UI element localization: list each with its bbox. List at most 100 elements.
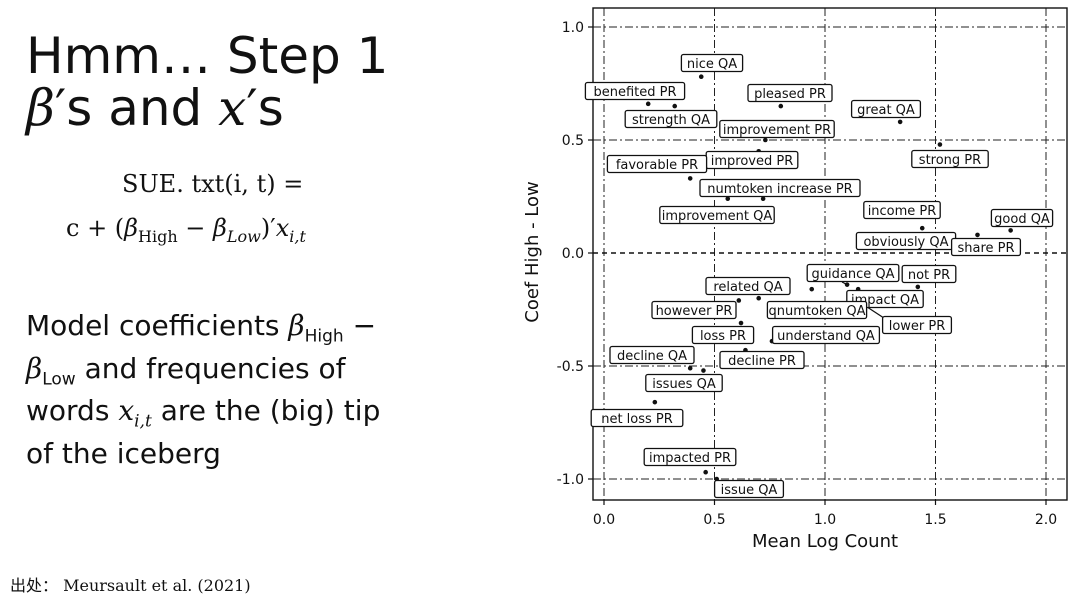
point-label-box <box>713 479 785 499</box>
data-point <box>703 469 708 475</box>
point-label: benefited PR <box>584 81 686 101</box>
chart-labels: nice QA benefited PR strength QA pleased PR… <box>584 53 1054 499</box>
point-label: impacted PR <box>643 447 737 467</box>
desc-beta-low: β <box>26 351 43 385</box>
point-label: favorable PR <box>606 154 708 174</box>
point-label-text: decline QA <box>617 349 687 364</box>
point-label-text: qnumtoken QA <box>768 304 865 319</box>
point-label: income PR <box>863 200 941 220</box>
point-label-box <box>766 300 868 320</box>
data-point <box>687 365 693 371</box>
point-label: not PR <box>901 264 957 284</box>
formula-x: x <box>275 214 290 242</box>
data-point <box>701 368 706 373</box>
point-label-box <box>584 81 686 101</box>
point-label-box <box>990 208 1054 228</box>
point-label-box <box>643 447 737 467</box>
point-label-text: numtoken increase PR <box>707 182 852 197</box>
point-label-box <box>901 264 957 284</box>
point-label-box <box>699 178 861 198</box>
point-label: nice QA <box>680 53 744 73</box>
point-label-box <box>680 53 744 73</box>
point-label-text: understand QA <box>777 329 875 344</box>
point-label: share PR <box>950 237 1022 257</box>
point-label-box <box>590 408 684 428</box>
desc-minus: − <box>343 309 377 342</box>
point-label-box <box>659 205 775 225</box>
point-label-box <box>691 325 755 345</box>
point-label-text: strength QA <box>632 113 710 128</box>
x-tick-label: 2.0 <box>1035 512 1057 528</box>
data-point <box>698 74 704 80</box>
formula-sub-high: High <box>138 226 178 246</box>
point-label-box <box>771 325 881 345</box>
desc-b: and frequencies of words <box>26 351 346 428</box>
point-label-text: improvement QA <box>662 209 773 224</box>
data-point <box>809 286 815 292</box>
point-label-text: guidance QA <box>812 267 895 282</box>
point-label-text: favorable PR <box>616 158 698 173</box>
point-label-text: share PR <box>957 241 1014 256</box>
point-label-box <box>950 237 1022 257</box>
formula-sub-low: Low <box>226 226 261 246</box>
point-label-text: impacted PR <box>649 451 731 466</box>
point-label-text: not PR <box>908 268 950 283</box>
point-label: numtoken increase PR <box>699 178 861 198</box>
slide-title: Hmm… Step 1 β′s and x′s <box>26 30 388 134</box>
point-label: improvement PR <box>719 119 835 139</box>
point-label: loss PR <box>691 325 755 345</box>
point-label-text: impact QA <box>851 293 919 308</box>
point-label: strong PR <box>911 149 989 169</box>
point-label-box <box>705 276 791 296</box>
y-tick-label: 0.0 <box>562 246 584 262</box>
point-label: understand QA <box>771 325 881 345</box>
x-tick-label: 0.5 <box>703 512 725 528</box>
formula-beta-high: β <box>124 214 139 242</box>
x-tick-label: 0.0 <box>593 512 615 528</box>
point-label: decline QA <box>609 345 695 365</box>
point-label: lower PR <box>881 315 953 335</box>
point-label-box <box>881 315 953 335</box>
plot-frame <box>592 7 1068 501</box>
y-tick-label: 0.5 <box>562 133 584 149</box>
point-label-text: issues QA <box>652 377 716 392</box>
point-label: strength QA <box>624 109 718 129</box>
point-label-text: related QA <box>713 280 782 295</box>
point-label-box <box>651 300 737 320</box>
title-mid: ′s and <box>54 79 219 137</box>
x-axis-label: Mean Log Count <box>752 531 898 552</box>
point-label-box <box>719 119 835 139</box>
title-end: ′s <box>246 79 284 137</box>
point-label: however PR <box>651 300 737 320</box>
point-label-box <box>606 154 708 174</box>
point-label-text: however PR <box>656 304 733 319</box>
data-point <box>763 137 768 143</box>
data-point <box>897 119 903 125</box>
formula-line1: SUE. txt(i, t) = <box>122 170 304 198</box>
formula-beta-low: β <box>213 214 227 242</box>
point-label: net loss PR <box>590 408 684 428</box>
point-label-text: improvement PR <box>723 123 831 138</box>
data-point <box>915 284 921 290</box>
point-label-box <box>609 345 695 365</box>
data-point <box>937 142 943 147</box>
point-label-text: benefited PR <box>593 85 676 100</box>
desc-sub-high: High <box>304 326 344 347</box>
slide-description: Model coefficients βHigh − βLow and freq… <box>26 310 416 469</box>
point-label-text: income PR <box>868 204 937 219</box>
point-label: good QA <box>990 208 1054 228</box>
desc-beta-high: β <box>288 309 305 342</box>
y-axis-label: Coef High - Low <box>522 181 543 322</box>
point-label-text: improved PR <box>711 154 794 169</box>
point-label-box <box>624 109 718 129</box>
desc-sub-it: i,t <box>134 411 152 432</box>
point-label: great QA <box>850 99 922 119</box>
data-point <box>645 101 651 107</box>
point-label-box <box>863 200 941 220</box>
point-label-text: lower PR <box>889 319 946 334</box>
data-point <box>672 103 678 109</box>
desc-sub-low: Low <box>42 369 76 390</box>
data-point <box>652 399 658 405</box>
desc-x: x <box>118 394 135 428</box>
desc-a: Model coefficients <box>26 309 289 342</box>
